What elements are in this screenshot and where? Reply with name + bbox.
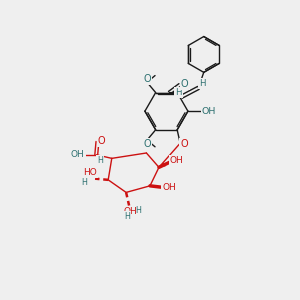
Text: O: O: [143, 139, 151, 149]
Text: H: H: [97, 156, 103, 165]
Text: H: H: [124, 212, 130, 221]
Text: H: H: [135, 206, 141, 214]
Text: O: O: [180, 139, 188, 149]
Text: OH: OH: [71, 150, 85, 159]
Text: OH: OH: [202, 107, 216, 116]
Text: O: O: [143, 74, 151, 84]
Text: H: H: [81, 178, 87, 187]
Text: H: H: [175, 88, 182, 97]
Text: OH: OH: [170, 156, 184, 165]
Text: OH: OH: [162, 183, 176, 192]
Text: O: O: [98, 136, 105, 146]
Text: H: H: [199, 79, 206, 88]
Text: HO: HO: [83, 168, 97, 177]
Text: OH: OH: [124, 207, 137, 216]
Text: O: O: [181, 79, 188, 89]
